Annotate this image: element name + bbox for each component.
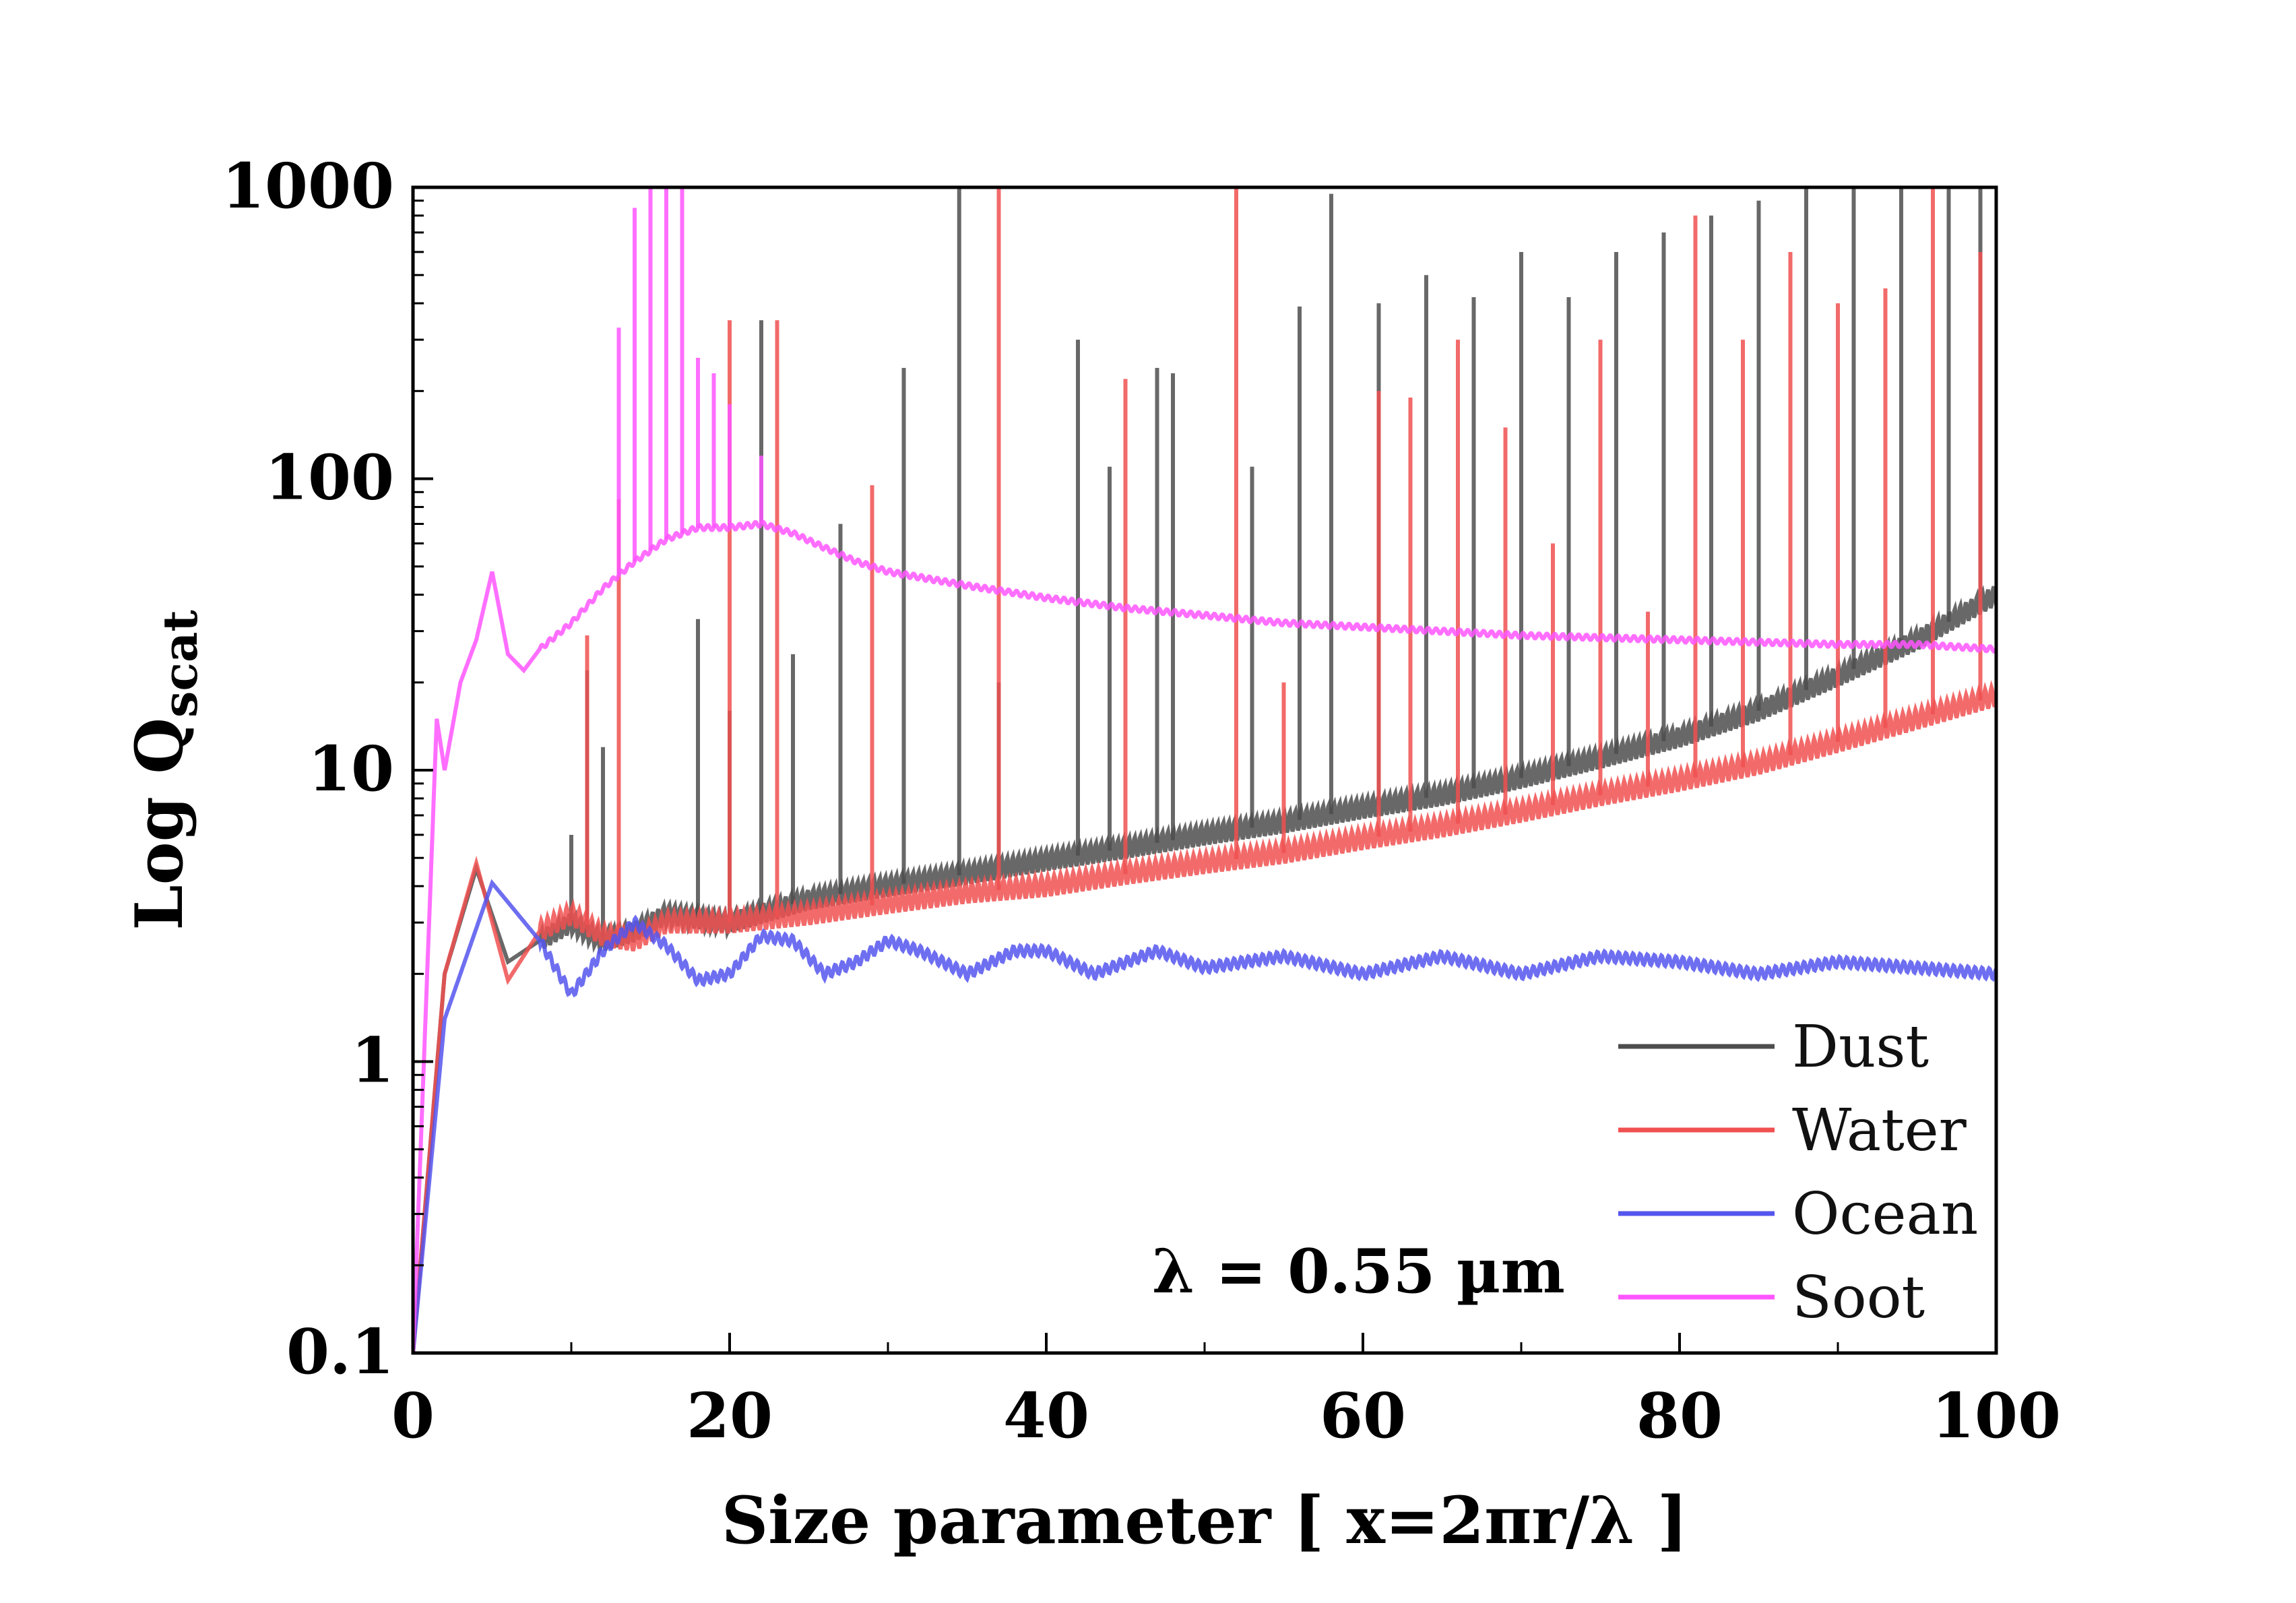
y-tick-label: 10	[308, 732, 394, 805]
series-layer	[413, 187, 1996, 1353]
legend-label: Ocean	[1792, 1181, 1978, 1248]
series-ocean	[413, 879, 1996, 1353]
legend-label: Soot	[1792, 1264, 1925, 1331]
x-tick-label: 20	[687, 1379, 773, 1452]
legend-label: Dust	[1792, 1013, 1929, 1081]
series-line	[413, 520, 1996, 1353]
x-tick-label: 80	[1636, 1379, 1723, 1452]
series-soot	[413, 187, 1996, 1353]
series-line	[413, 680, 1996, 1353]
y-axis-title: Log Qscat	[121, 610, 208, 930]
x-tick-label: 0	[391, 1379, 435, 1452]
y-tick-label: 0.1	[286, 1315, 394, 1388]
y-tick-label: 1	[351, 1024, 394, 1097]
legend: Dust Water Ocean Soot	[1618, 1013, 1978, 1331]
y-axis-title-main: Log Q	[121, 718, 197, 931]
legend-label: Water	[1792, 1097, 1967, 1164]
y-tick-label: 1000	[222, 150, 394, 222]
series-water	[413, 187, 1996, 1353]
wavelength-annotation: λ = 0.55 µm	[1152, 1236, 1565, 1307]
x-tick-label: 100	[1932, 1379, 2061, 1452]
y-axis-title-subscript: scat	[152, 610, 208, 718]
y-tick-label: 100	[265, 441, 394, 514]
x-tick-label: 60	[1320, 1379, 1406, 1452]
series-line	[413, 879, 1996, 1353]
x-axis-title: Size parameter [ x=2πr/λ ]	[722, 1482, 1688, 1559]
x-tick-label: 40	[1003, 1379, 1089, 1452]
ticks-layer: 0 20 40 60 80 100 0.1 1 10 100 1000	[222, 150, 2061, 1452]
